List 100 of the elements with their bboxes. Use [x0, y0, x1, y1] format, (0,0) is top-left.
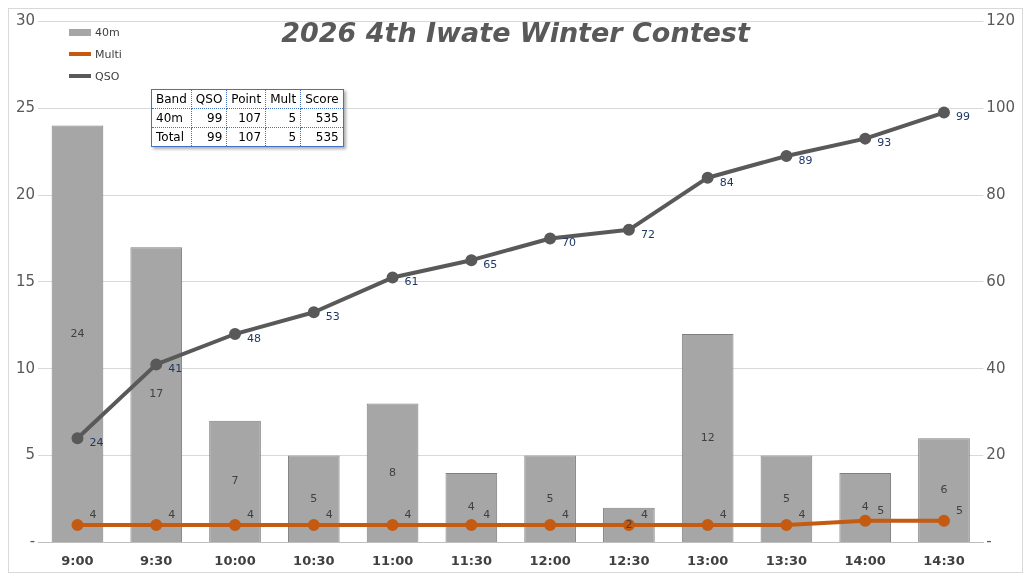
data-label: 89 — [798, 153, 813, 167]
point — [544, 232, 557, 245]
point — [307, 519, 320, 532]
annotation: 99 — [191, 108, 227, 128]
data-label: 93 — [877, 136, 892, 150]
data-label: 4 — [168, 507, 176, 521]
data-label: 6 — [940, 482, 948, 496]
data-label: 24 — [89, 436, 104, 450]
data-label: 84 — [719, 175, 734, 189]
y2-tick-label: 60 — [986, 271, 1006, 290]
data-label: 4 — [247, 507, 255, 521]
data-label: 4 — [640, 507, 648, 521]
y-tick-label: 30 — [15, 11, 36, 30]
annotation: Score — [300, 89, 344, 109]
data-label: 7 — [231, 474, 239, 488]
data-label: 4 — [325, 507, 333, 521]
annotation: 107 — [226, 127, 266, 147]
annotation: QSO — [191, 89, 227, 109]
x-tick-label: 12:00 — [529, 552, 571, 568]
point — [937, 106, 950, 119]
point — [859, 132, 872, 145]
point — [71, 432, 84, 445]
point — [937, 514, 950, 527]
point — [859, 514, 872, 527]
point — [465, 254, 478, 267]
y2-tick-label: 80 — [986, 184, 1006, 203]
point — [544, 519, 557, 532]
y2-tick-label: 120 — [986, 11, 1016, 30]
data-label: 70 — [562, 236, 577, 250]
data-label: 5 — [955, 503, 963, 517]
data-label: 53 — [325, 310, 340, 324]
data-label: 5 — [877, 503, 885, 517]
y-tick-label: 5 — [25, 445, 36, 464]
x-tick-label: 10:30 — [293, 552, 335, 568]
legend-label: Multi — [95, 47, 122, 61]
annotation: 107 — [226, 108, 266, 128]
point — [71, 519, 84, 532]
point — [307, 306, 320, 319]
data-label: 99 — [955, 110, 970, 124]
point — [701, 171, 714, 184]
annotation: 5 — [265, 108, 301, 128]
data-label: 4 — [562, 507, 570, 521]
data-label: 4 — [404, 507, 412, 521]
data-label: 48 — [247, 331, 262, 345]
point — [229, 328, 242, 340]
data-label: 61 — [404, 275, 419, 289]
x-tick-label: 9:30 — [140, 552, 173, 568]
x-tick-label: 11:30 — [450, 552, 493, 568]
point — [150, 519, 163, 532]
y-tick-label: 10 — [15, 358, 36, 377]
data-label: 12 — [700, 430, 715, 444]
x-tick-label: 13:00 — [686, 552, 729, 568]
annotation: Mult — [265, 89, 301, 109]
annotation: 40m — [151, 108, 192, 128]
data-label: 4 — [719, 507, 727, 521]
y2-tick-label: 100 — [986, 98, 1016, 117]
y2-tick-label: 40 — [986, 358, 1006, 377]
annotation: Band — [151, 89, 192, 109]
x-tick-label: 10:00 — [214, 552, 256, 568]
chart-title: 2026 4th Iwate Winter Contest — [281, 17, 751, 49]
point — [780, 149, 793, 162]
data-label: 4 — [89, 507, 97, 521]
annotation: 5 — [265, 127, 301, 147]
x-tick-label: 14:00 — [844, 552, 886, 568]
data-label: 5 — [546, 491, 554, 505]
data-label: 4 — [467, 500, 475, 514]
point — [386, 271, 399, 284]
legend-label: 40m — [95, 25, 120, 39]
data-label: 24 — [70, 326, 85, 340]
x-tick-label: 9:00 — [61, 552, 94, 568]
annotation: Total — [151, 127, 192, 147]
data-label: 2 — [625, 517, 633, 531]
data-label: 4 — [483, 507, 491, 521]
x-tick-label: 13:30 — [765, 552, 808, 568]
y-tick-label: 20 — [15, 184, 36, 203]
data-label: 4 — [798, 507, 806, 521]
point — [701, 519, 714, 532]
annotation: 535 — [300, 108, 344, 128]
data-label: 72 — [640, 227, 655, 241]
y2-tick-label: 20 — [986, 445, 1006, 464]
annotation: 535 — [300, 127, 344, 147]
y2-tick-label: - — [986, 532, 992, 551]
point — [229, 519, 242, 532]
point — [386, 519, 399, 532]
annotation: Point — [226, 89, 266, 109]
x-tick-label: 14:30 — [923, 552, 965, 568]
y-tick-label: - — [29, 532, 36, 551]
data-label: 5 — [782, 491, 790, 505]
point — [780, 519, 793, 532]
data-label: 5 — [310, 491, 318, 505]
data-label: 4 — [861, 500, 869, 514]
y-tick-label: 15 — [15, 271, 36, 290]
data-label: 17 — [149, 387, 164, 401]
x-tick-label: 11:00 — [371, 552, 414, 568]
annotation: 99 — [191, 127, 227, 147]
point — [150, 358, 163, 371]
point — [622, 223, 635, 236]
data-label: 65 — [483, 258, 498, 272]
point — [465, 519, 478, 532]
y-tick-label: 25 — [15, 98, 36, 117]
